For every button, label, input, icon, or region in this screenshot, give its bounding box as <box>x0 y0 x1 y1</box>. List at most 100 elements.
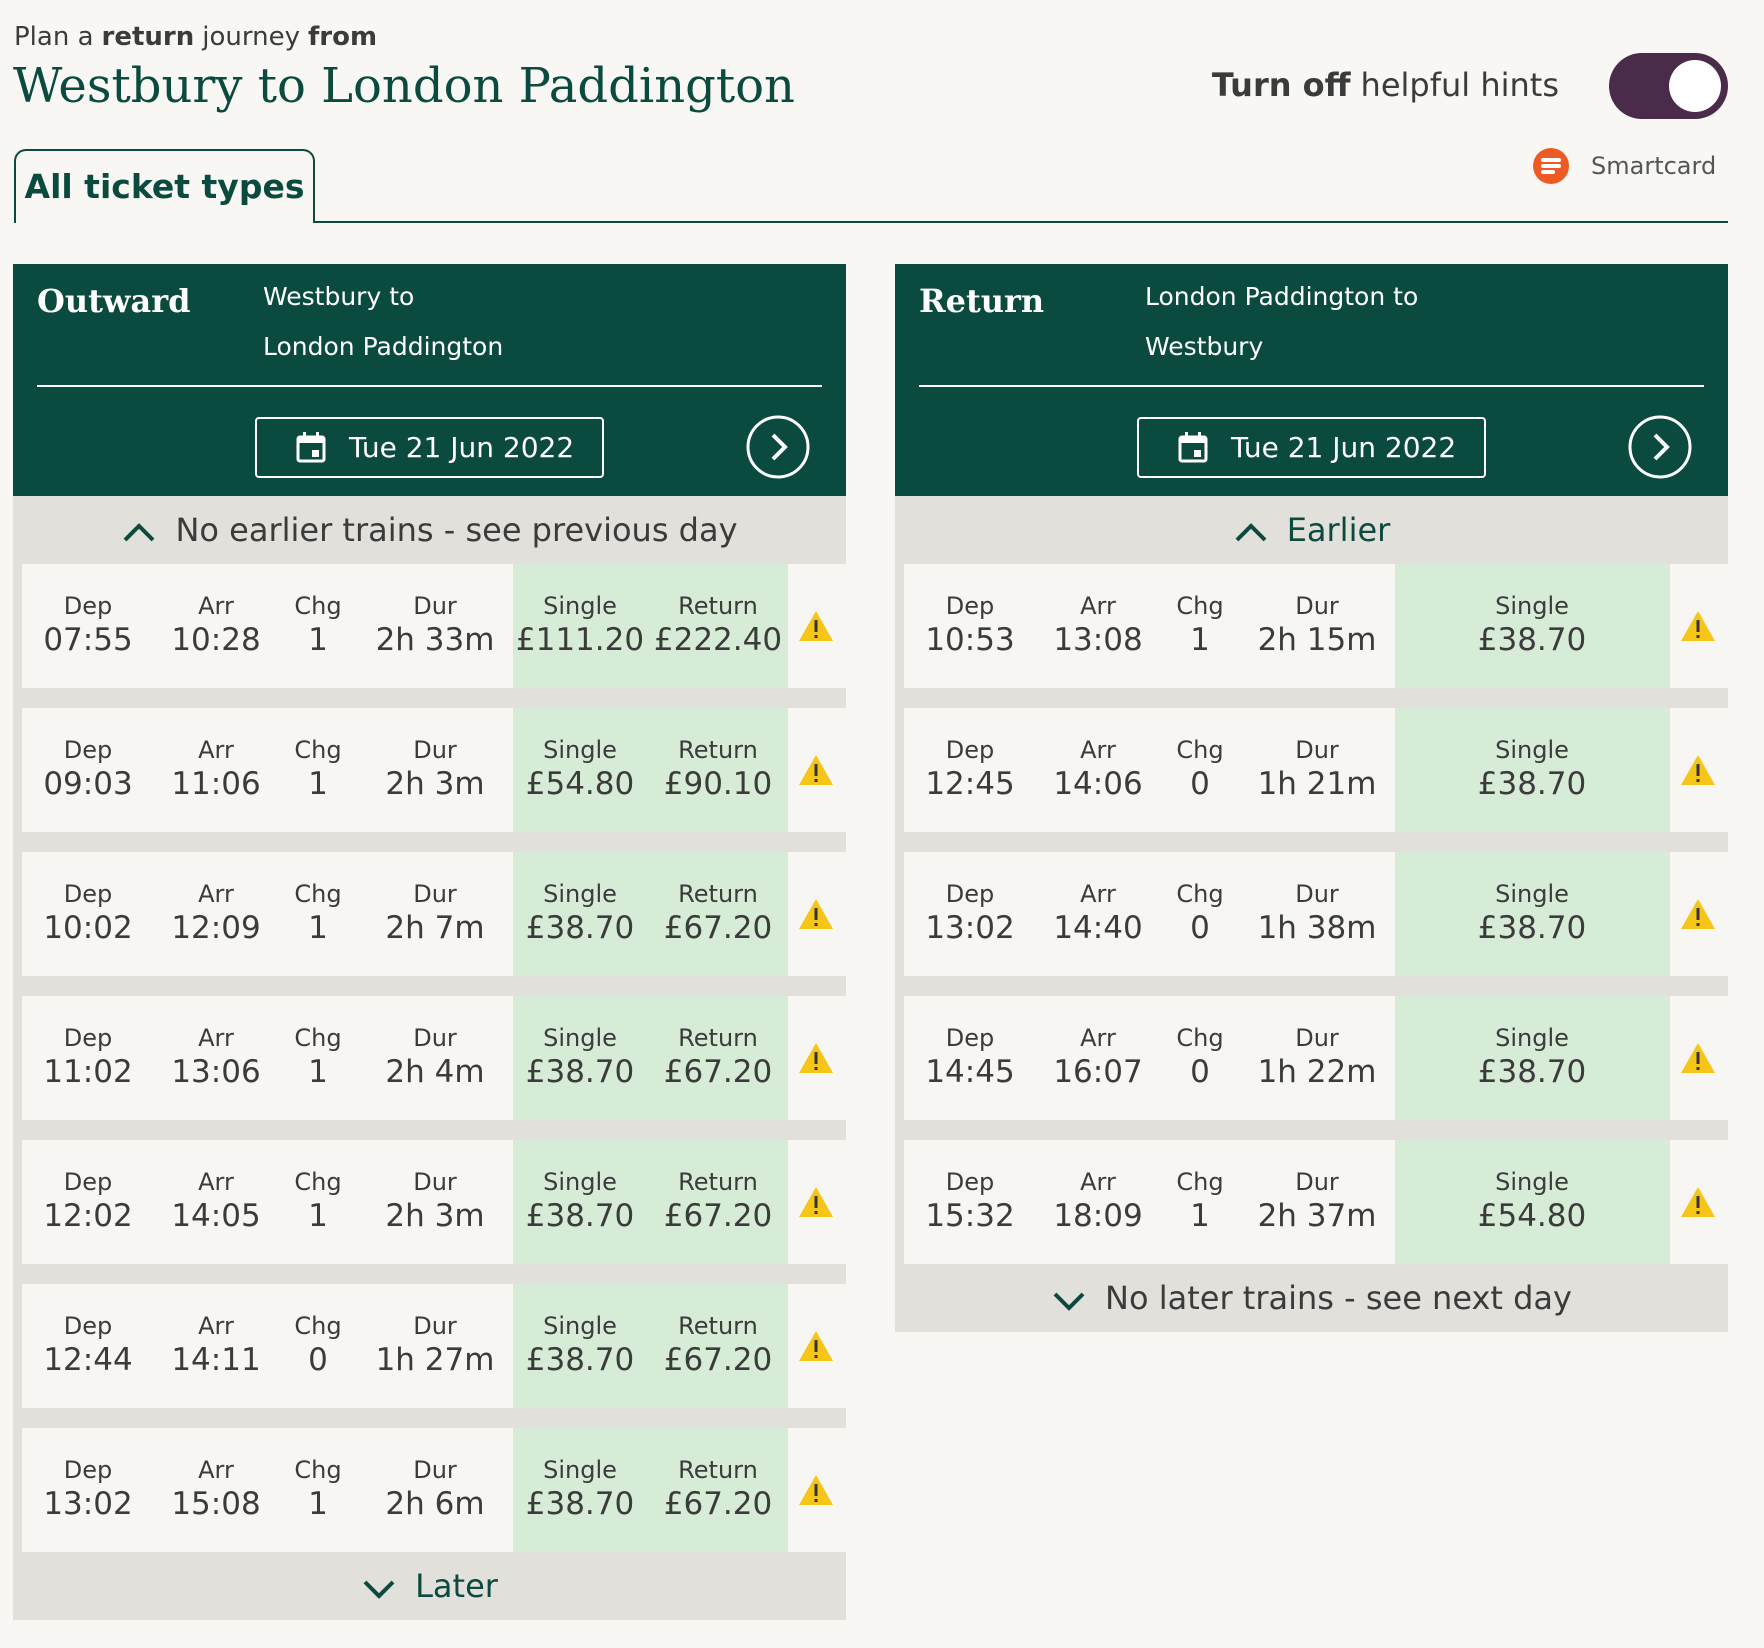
col-label: Dep <box>63 1024 113 1052</box>
col-value: 1 <box>1190 1198 1210 1234</box>
date-text: Tue 21 Jun 2022 <box>349 431 575 464</box>
journey-row[interactable]: Dep 14:45 Arr 16:07 Chg 0 Dur 1h 22m Single £38.7… <box>904 996 1728 1120</box>
journey-row[interactable]: Dep 12:02 Arr 14:05 Chg 1 Dur 2h 3m Single £38.70… <box>22 1140 846 1264</box>
price-area <box>1395 996 1670 1120</box>
page-title: Westbury to London Paddington <box>13 58 795 114</box>
text-part: Turn off <box>1211 66 1351 104</box>
col-label: Single <box>1495 880 1569 908</box>
col-label: Single <box>1495 592 1569 620</box>
later-bar[interactable]: No later trains - see next day <box>895 1264 1728 1332</box>
col-label: Dur <box>413 1024 457 1052</box>
next-day-button[interactable] <box>746 415 810 479</box>
col-value: 2h 6m <box>385 1486 485 1522</box>
date-button[interactable]: Tue 21 Jun 2022 <box>255 417 604 478</box>
col-label: Arr <box>198 1024 234 1052</box>
col-label: Dur <box>413 592 457 620</box>
col-value: 12:44 <box>43 1342 133 1378</box>
col-value: 1h 22m <box>1257 1054 1377 1090</box>
col-value: £38.70 <box>1477 910 1587 946</box>
journey-row[interactable]: Dep 07:55 Arr 10:28 Chg 1 Dur 2h 33m Single £111.… <box>22 564 846 688</box>
later-bar[interactable]: Later <box>13 1552 846 1620</box>
panel-header: Outward Westbury to London Paddington Tue 2… <box>13 264 846 496</box>
col-value: 0 <box>1190 910 1210 946</box>
price-area <box>1395 1140 1670 1264</box>
journey-row[interactable]: Dep 10:02 Arr 12:09 Chg 1 Dur 2h 7m Single £38.70… <box>22 852 846 976</box>
col-value: 16:07 <box>1053 1054 1143 1090</box>
next-day-button[interactable] <box>1628 415 1692 479</box>
rows: Dep 07:55 Arr 10:28 Chg 1 Dur 2h 33m Single £111.… <box>13 564 846 1552</box>
text-part: helpful hints <box>1360 66 1559 104</box>
col-label: Return <box>678 880 758 908</box>
date-button[interactable]: Tue 21 Jun 2022 <box>1137 417 1486 478</box>
text-part: Plan a <box>14 22 94 52</box>
price-area <box>1395 564 1670 688</box>
col-value: 14:45 <box>925 1054 1015 1090</box>
col-label: Arr <box>198 736 234 764</box>
col-value: 1 <box>1190 622 1210 658</box>
journey-row[interactable]: Dep 15:32 Arr 18:09 Chg 1 Dur 2h 37m Single £54.8… <box>904 1140 1728 1264</box>
col-label: Arr <box>198 880 234 908</box>
price-area <box>513 996 788 1120</box>
col-value: £222.40 <box>653 622 783 658</box>
col-label: Chg <box>1176 880 1224 908</box>
col-value: 1 <box>308 1198 328 1234</box>
col-label: Dep <box>63 1456 113 1484</box>
journey-row[interactable]: Dep 10:53 Arr 13:08 Chg 1 Dur 2h 15m Single £38.7… <box>904 564 1728 688</box>
journey-row[interactable]: Dep 12:45 Arr 14:06 Chg 0 Dur 1h 21m Single £38.7… <box>904 708 1728 832</box>
col-label: Arr <box>1080 1024 1116 1052</box>
calendar-icon <box>296 432 326 463</box>
col-value: £67.20 <box>663 910 773 946</box>
earlier-bar[interactable]: Earlier <box>895 496 1728 564</box>
tab[interactable]: All ticket types <box>14 149 315 223</box>
col-label: Return <box>678 592 758 620</box>
col-value: 0 <box>1190 1054 1210 1090</box>
col-label: Dur <box>413 1456 457 1484</box>
col-label: Chg <box>294 1312 342 1340</box>
col-label: Dur <box>413 1168 457 1196</box>
col-value: 12:02 <box>43 1198 133 1234</box>
journey-row[interactable]: Dep 12:44 Arr 14:11 Chg 0 Dur 1h 27m Single £38.7… <box>22 1284 846 1408</box>
journey-row[interactable]: Dep 11:02 Arr 13:06 Chg 1 Dur 2h 4m Single £38.70… <box>22 996 846 1120</box>
col-value: 0 <box>308 1342 328 1378</box>
col-label: Arr <box>1080 736 1116 764</box>
col-label: Dur <box>1295 880 1339 908</box>
col-value: 0 <box>1190 766 1210 802</box>
col-label: Single <box>543 1168 617 1196</box>
route-line: Westbury <box>1145 332 1264 361</box>
warning-icon <box>1681 1187 1715 1217</box>
col-label: Single <box>1495 1024 1569 1052</box>
price-area <box>513 1284 788 1408</box>
col-value: £38.70 <box>1477 766 1587 802</box>
date-text: Tue 21 Jun 2022 <box>1231 431 1457 464</box>
earlier-bar[interactable]: No earlier trains - see previous day <box>13 496 846 564</box>
col-label: Dep <box>945 736 995 764</box>
col-label: Chg <box>1176 1168 1224 1196</box>
chevron-up <box>124 523 155 542</box>
col-value: £90.10 <box>663 766 773 802</box>
col-label: Dep <box>63 1168 113 1196</box>
col-value: £38.70 <box>525 910 635 946</box>
warning-icon <box>799 1475 833 1505</box>
chevron-down <box>363 1580 395 1599</box>
col-value: 09:03 <box>43 766 133 802</box>
price-area <box>513 1140 788 1264</box>
col-label: Arr <box>1080 1168 1116 1196</box>
col-label: Chg <box>294 736 342 764</box>
journey-row[interactable]: Dep 13:02 Arr 14:40 Chg 0 Dur 1h 38m Single £38.7… <box>904 852 1728 976</box>
col-value: £38.70 <box>525 1342 635 1378</box>
journey-row[interactable]: Dep 13:02 Arr 15:08 Chg 1 Dur 2h 6m Single £38.70… <box>22 1428 846 1552</box>
col-value: 15:08 <box>171 1486 261 1522</box>
journey-panel: Outward Westbury to London Paddington Tue 2… <box>13 264 846 1620</box>
col-label: Single <box>543 1456 617 1484</box>
col-label: Chg <box>294 1024 342 1052</box>
hints-label: Turn off helpful hints <box>1202 66 1559 104</box>
col-label: Dur <box>1295 736 1339 764</box>
route-line: London Paddington to <box>1145 282 1419 311</box>
col-label: Chg <box>294 1456 342 1484</box>
hints-toggle[interactable] <box>1609 53 1728 119</box>
col-label: Dur <box>413 1312 457 1340</box>
col-value: £38.70 <box>525 1198 635 1234</box>
col-value: 18:09 <box>1053 1198 1143 1234</box>
journey-row[interactable]: Dep 09:03 Arr 11:06 Chg 1 Dur 2h 3m Single £54.80… <box>22 708 846 832</box>
